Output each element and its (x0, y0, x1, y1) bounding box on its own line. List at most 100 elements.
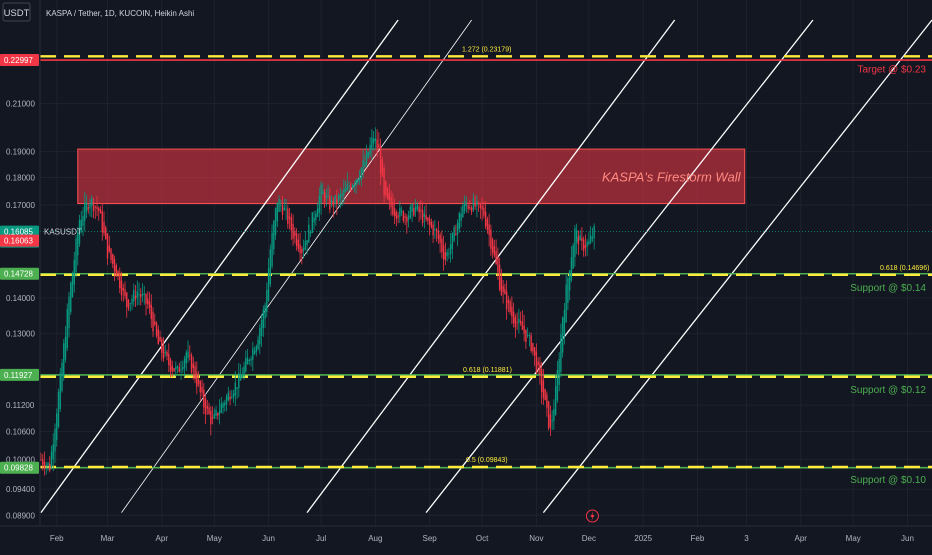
level-annotation: Support @ $0.14 (850, 283, 926, 294)
candle-body (141, 293, 144, 296)
x-tick-label: Nov (529, 534, 543, 543)
candle-body (217, 412, 219, 416)
candle-body (491, 239, 494, 253)
candle-body (446, 251, 448, 257)
candle-body (334, 195, 336, 204)
candle-body (399, 207, 401, 217)
candle-body (92, 202, 95, 211)
candle-body (483, 207, 485, 216)
candle-body (528, 335, 531, 337)
candle-body (313, 217, 315, 223)
candle-body (427, 217, 429, 221)
candle-body (225, 396, 228, 405)
price-badge (0, 267, 39, 280)
candle-body (392, 201, 394, 215)
candle-body (66, 308, 68, 349)
candle-body (362, 160, 364, 174)
candle-body (196, 372, 198, 387)
candle-body (414, 206, 417, 212)
candle-body (281, 205, 284, 215)
candle-body (551, 420, 553, 422)
candle-body (378, 143, 380, 149)
candle-body (497, 257, 499, 273)
candle-body (159, 336, 161, 342)
currency-box[interactable] (2, 2, 31, 22)
candle-body (351, 185, 354, 188)
currency-label[interactable]: USDT (4, 8, 30, 19)
candle-body (393, 208, 396, 216)
candle-body (316, 208, 319, 217)
y-tick-label: 0.13000 (6, 330, 35, 339)
candle-body (418, 206, 420, 213)
candle-body (232, 393, 235, 398)
candle-body (169, 359, 172, 372)
candle-body (204, 398, 207, 414)
candle-body (145, 294, 147, 304)
candle-body (266, 289, 268, 313)
candle-body (329, 196, 331, 210)
candle-body (218, 410, 221, 415)
candle-body (500, 277, 503, 295)
candle-body (421, 210, 424, 224)
candle-body (560, 334, 562, 372)
candle-body (91, 198, 93, 206)
candle-body (336, 199, 338, 204)
x-tick-label: Jun (901, 534, 914, 543)
candle-body (85, 202, 88, 212)
price-badge-text: 0.09828 (4, 464, 33, 473)
candle-body (420, 209, 422, 212)
candle-body (168, 354, 170, 366)
candle-body (540, 368, 543, 393)
candle-body (568, 270, 571, 291)
candle-body (164, 351, 166, 353)
candle-body (99, 209, 102, 214)
candle-body (299, 244, 301, 254)
candle-body (260, 319, 263, 337)
channel-line (425, 19, 814, 514)
candle-body (460, 213, 462, 221)
candle-body (383, 167, 385, 196)
candle-body (246, 357, 249, 365)
candle-body (215, 409, 217, 416)
candle-body (129, 303, 131, 305)
candle-body (507, 300, 510, 303)
candle-body (229, 396, 231, 400)
candle-body (134, 295, 137, 300)
candle-body (80, 219, 82, 232)
price-badge-text: 0.16085 (4, 228, 33, 237)
candle-body (455, 233, 457, 236)
candle-body (430, 221, 433, 228)
candle-body (423, 213, 426, 217)
candle-body (206, 406, 208, 409)
candle-body (239, 375, 242, 381)
candle-body (208, 407, 210, 414)
candle-body (108, 245, 110, 252)
x-tick-label: Sep (422, 534, 437, 543)
candle-body (537, 361, 539, 366)
candle-body (357, 179, 359, 183)
candle-body (50, 451, 53, 468)
x-tick-label: Jul (316, 534, 326, 543)
candle-body (78, 219, 81, 244)
candle-body (162, 345, 165, 359)
candle-body (577, 236, 580, 245)
fib-level-label: 0.5 (0.09843) (466, 457, 508, 464)
candle-body (381, 159, 384, 177)
candle-body (435, 229, 438, 232)
channel-line (542, 19, 932, 514)
candle-body (561, 317, 564, 353)
candle-body (147, 298, 149, 305)
candle-body (178, 367, 180, 373)
candle-body (439, 234, 441, 243)
candle-body (402, 211, 405, 221)
candle-body (353, 184, 356, 187)
candle-body (400, 210, 403, 213)
candle-body (155, 323, 158, 336)
candle-body (311, 212, 314, 233)
y-tick-label: 0.17000 (6, 201, 35, 210)
candle-body (574, 228, 576, 257)
candle-body (157, 329, 159, 345)
